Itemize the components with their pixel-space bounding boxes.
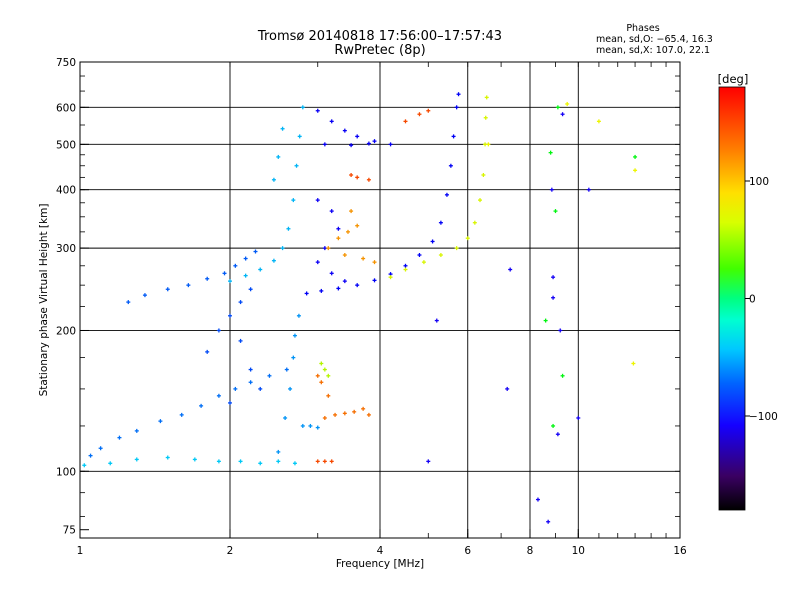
x-tick-label: 2 — [227, 545, 234, 557]
y-tick-label: 750 — [56, 57, 76, 69]
y-tick-label: 200 — [56, 325, 76, 337]
chart-subtitle: RwPretec (8p) — [334, 43, 426, 58]
axes: 1 2 4 6 8 10 16 75 100 200 300 400 500 600 750 — [56, 57, 687, 557]
chart-title: Tromsø 20140818 17:56:00–17:57:43 — [257, 29, 503, 44]
colorbar-tick-label: 100 — [749, 176, 769, 188]
y-tick-label: 600 — [56, 102, 76, 114]
x-tick-label: 4 — [377, 545, 384, 557]
colorbar-tick-label: −100 — [749, 411, 778, 423]
colorbar-label: [deg] — [718, 72, 749, 86]
y-axis-label: Stationary phase Virtual Height [km] — [38, 204, 50, 397]
x-tick-label: 10 — [572, 545, 585, 557]
colorbar-tick-label: 0 — [749, 294, 756, 306]
y-tick-label: 100 — [56, 466, 76, 478]
stats-line-x: mean, sd,X: 107.0, 22.1 — [596, 45, 711, 56]
y-tick-label: 400 — [56, 185, 76, 197]
y-tick-label: 300 — [56, 243, 76, 255]
y-tick-label: 500 — [56, 139, 76, 151]
x-axis-label: Frequency [MHz] — [336, 558, 424, 570]
colorbar — [718, 86, 746, 511]
colorbar-ticks: 100 0 −100 — [745, 176, 778, 423]
y-tick-label: 75 — [63, 525, 76, 537]
x-tick-label: 6 — [464, 545, 471, 557]
grid-lines — [80, 62, 680, 538]
stats-heading: Phases — [626, 23, 660, 34]
x-tick-label: 8 — [527, 545, 534, 557]
stats-line-o: mean, sd,O: −65.4, 16.3 — [596, 34, 713, 45]
x-tick-label: 1 — [77, 545, 84, 557]
x-tick-label: 16 — [673, 545, 687, 557]
scatter-points — [82, 92, 638, 524]
